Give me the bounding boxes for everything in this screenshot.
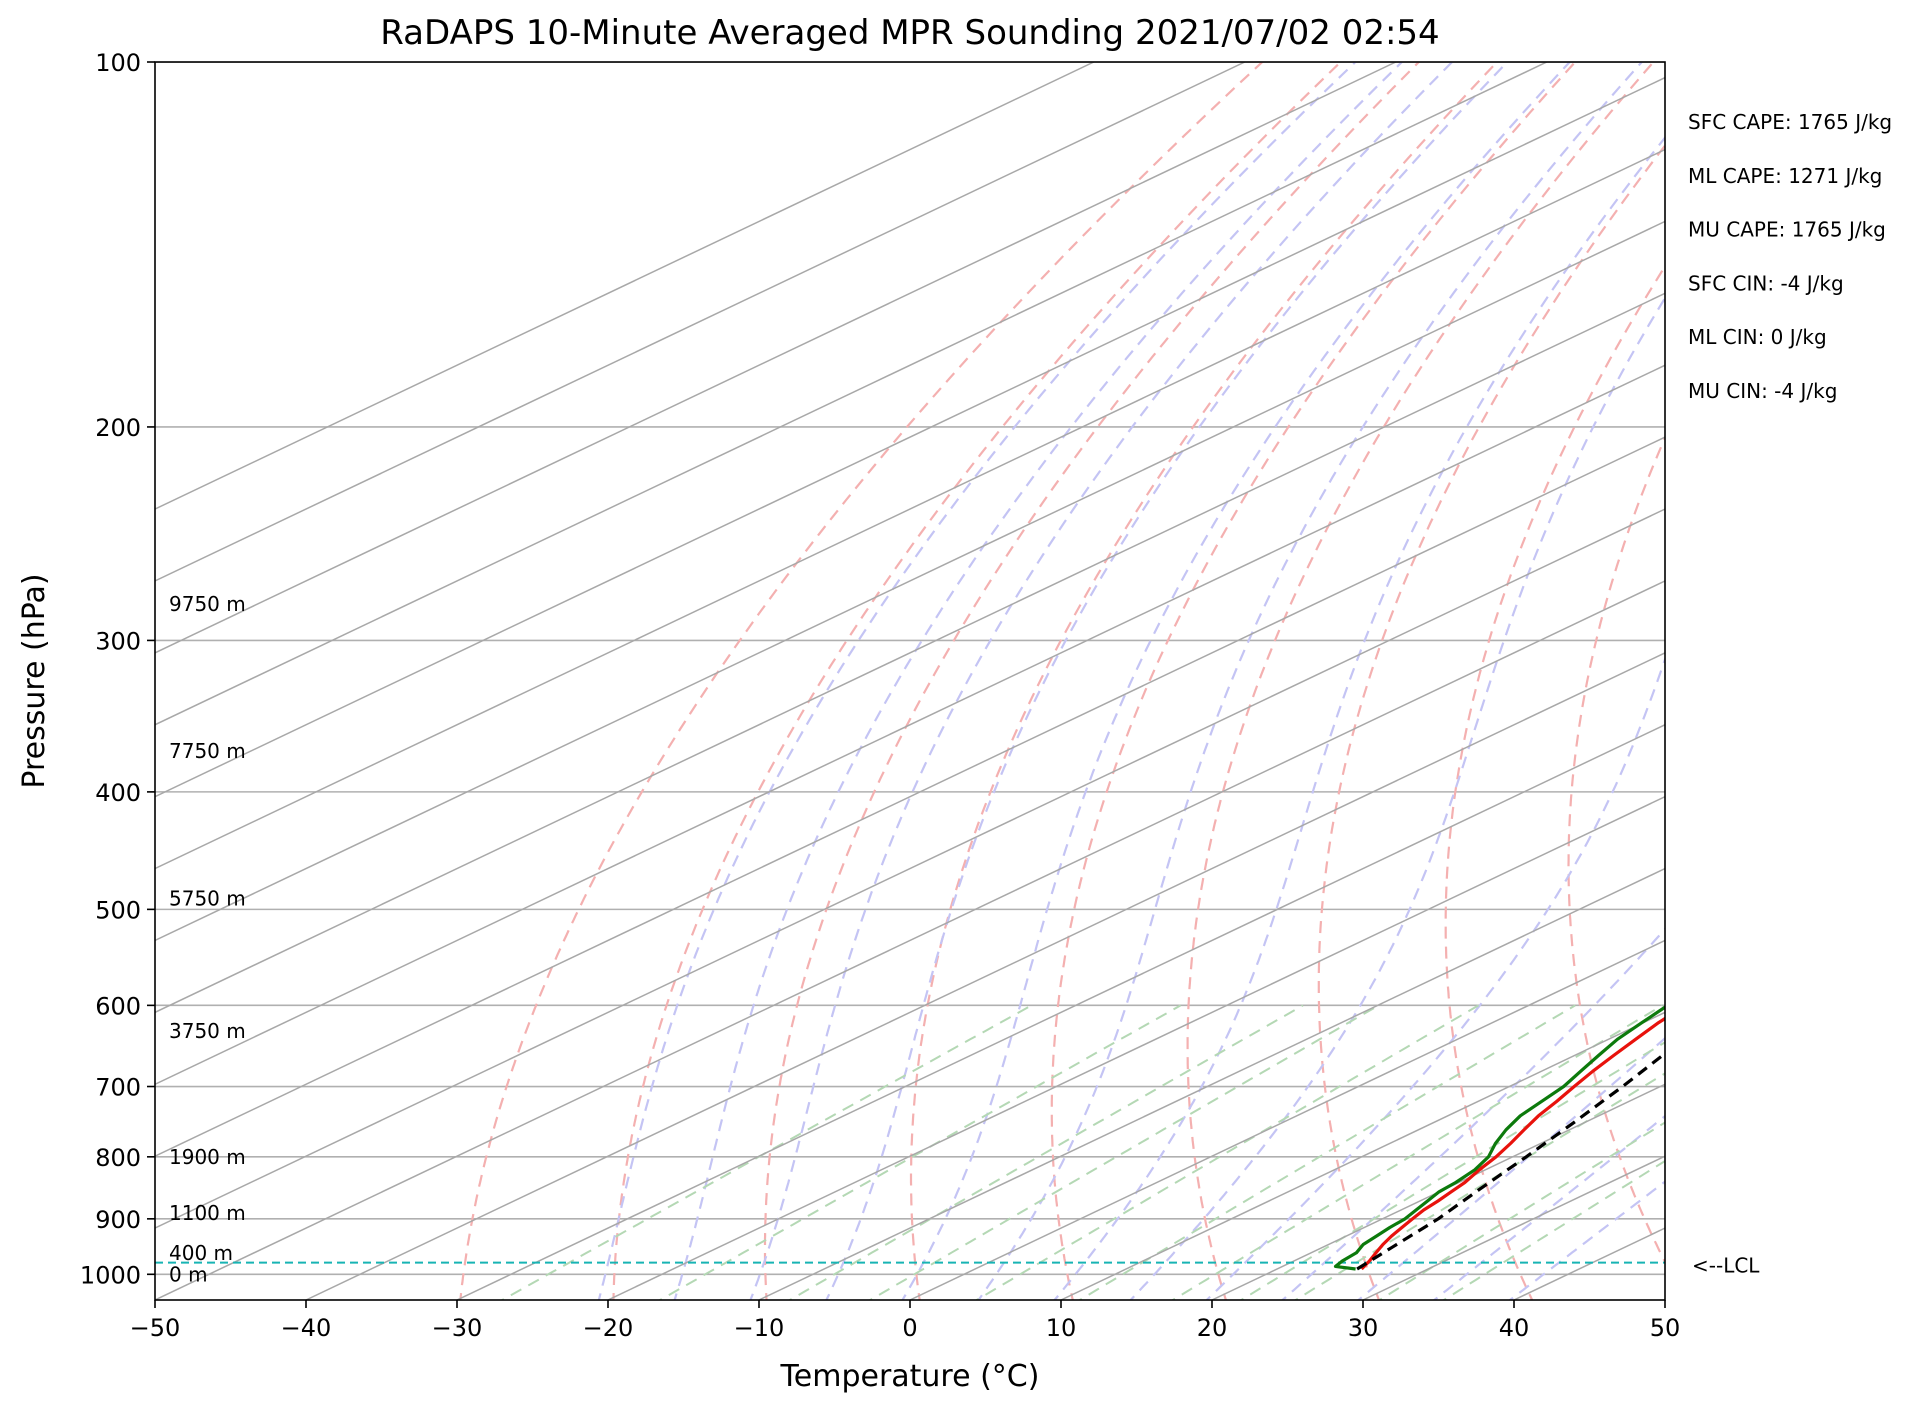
x-tick-label: 40 xyxy=(1499,1314,1530,1342)
mixing-ratio-line xyxy=(1170,1004,1663,1300)
moist-adiabat-line xyxy=(1508,1180,1665,1300)
height-label: 7750 m xyxy=(169,739,246,763)
dry-adiabat-line xyxy=(1444,264,1665,1300)
x-tick-label: −20 xyxy=(583,1314,634,1342)
x-tick-label: 50 xyxy=(1650,1314,1681,1342)
background-lines xyxy=(155,35,1925,1305)
chart-title: RaDAPS 10-Minute Averaged MPR Sounding 2… xyxy=(380,13,1439,53)
mixing-ratio-line xyxy=(1442,1159,1665,1300)
moist-adiabat-line xyxy=(673,62,1404,1300)
isotherm-line xyxy=(155,292,1665,1014)
moist-adiabat-line xyxy=(901,62,1572,1300)
isotherm-line xyxy=(155,62,1246,582)
lcl-label: <--LCL xyxy=(1692,1254,1760,1278)
x-tick-label: 10 xyxy=(1046,1314,1077,1342)
dry-adiabat-line xyxy=(1186,62,1655,1300)
stability-index: SFC CIN: -4 J/kg xyxy=(1688,271,1844,295)
y-tick-label: 1000 xyxy=(80,1261,141,1289)
stability-index: MU CAPE: 1765 J/kg xyxy=(1688,218,1886,242)
x-tick-label: 30 xyxy=(1348,1314,1379,1342)
stability-index: SFC CAPE: 1765 J/kg xyxy=(1688,110,1892,134)
axis-ticks: −50 −40 −30 −20 −10 0 10 20 30 40 50 1000 900 800 700 6… xyxy=(80,49,1680,1342)
x-tick-label: 0 xyxy=(902,1314,917,1342)
x-axis-label: Temperature (°C) xyxy=(780,1359,1040,1394)
isotherm-line xyxy=(155,148,1665,870)
isotherm-line xyxy=(758,867,1665,1300)
mixing-ratio-line xyxy=(974,1004,1480,1300)
height-label: 1100 m xyxy=(169,1201,246,1225)
moist-adiabat-line xyxy=(1205,656,1665,1300)
plot-frame xyxy=(154,61,1666,1301)
moist-adiabat-line xyxy=(1053,135,1665,1300)
isotherm-line xyxy=(155,62,1397,654)
isotherm-line xyxy=(1362,1155,1665,1300)
mixing-ratio-line xyxy=(868,1004,1380,1300)
isotherm-line xyxy=(607,795,1665,1300)
x-tick-label: 20 xyxy=(1197,1314,1228,1342)
dry-adiabat-line xyxy=(1915,35,1925,1305)
x-tick-label: −40 xyxy=(281,1314,332,1342)
mixing-ratio-line xyxy=(787,1004,1304,1300)
moist-adiabat-line xyxy=(977,62,1644,1300)
isotherm-line xyxy=(1211,1083,1665,1300)
dry-adiabat-line xyxy=(763,62,1421,1300)
isotherm-line xyxy=(1664,1299,1665,1300)
isotherm-line xyxy=(909,939,1665,1300)
isotherm-line xyxy=(305,652,1665,1300)
dewpoint-line xyxy=(1333,1005,1665,1271)
stability-index: ML CAPE: 1271 J/kg xyxy=(1688,164,1882,188)
x-tick-label: −30 xyxy=(432,1314,483,1342)
y-tick-label: 200 xyxy=(95,414,141,442)
moist-adiabat-line xyxy=(1129,295,1665,1300)
y-tick-label: 700 xyxy=(95,1074,141,1102)
x-tick-label: −50 xyxy=(130,1314,181,1342)
isotherm-line xyxy=(1513,1227,1665,1300)
isotherm-line xyxy=(155,436,1665,1158)
y-tick-label: 300 xyxy=(95,627,141,655)
dry-adiabat-line xyxy=(459,62,1264,1300)
dry-adiabat-line xyxy=(1567,435,1665,1265)
x-tick-label: −10 xyxy=(734,1314,785,1342)
dry-adiabat-line xyxy=(612,62,1343,1300)
isotherm-line xyxy=(155,62,1095,510)
dry-adiabat-line xyxy=(909,62,1499,1300)
y-tick-label: 800 xyxy=(95,1144,141,1172)
mixing-ratio-line xyxy=(500,1004,1032,1300)
parcel-line xyxy=(1356,1051,1665,1271)
height-label: 0 m xyxy=(169,1262,208,1286)
mixing-ratio-line xyxy=(1077,1004,1576,1300)
mixing-ratio-line xyxy=(1239,1041,1665,1300)
dry-adiabat-line xyxy=(1050,62,1577,1300)
y-tick-label: 100 xyxy=(95,49,141,77)
isotherm-line xyxy=(456,723,1665,1300)
height-label: 400 m xyxy=(169,1241,233,1265)
stability-index: ML CIN: 0 J/kg xyxy=(1688,325,1827,349)
isotherm-line xyxy=(155,508,1665,1229)
isotherm-line xyxy=(155,220,1665,942)
y-tick-label: 600 xyxy=(95,992,141,1020)
moist-adiabat-line xyxy=(597,62,1358,1300)
sounding-series xyxy=(155,1005,1665,1271)
stability-indices: SFC CAPE: 1765 J/kg ML CAPE: 1271 J/kg MU … xyxy=(1688,110,1892,403)
isotherm-line xyxy=(1060,1011,1665,1300)
y-tick-label: 500 xyxy=(95,896,141,924)
isotherm-line xyxy=(155,62,1548,726)
y-axis-label: Pressure (hPa) xyxy=(17,573,52,788)
isotherm-line xyxy=(155,580,1665,1300)
mixing-ratio-line xyxy=(658,1004,1182,1300)
height-label: 9750 m xyxy=(169,592,246,616)
height-label: 5750 m xyxy=(169,887,246,911)
y-tick-label: 900 xyxy=(95,1206,141,1234)
height-label: 3750 m xyxy=(169,1019,246,1043)
isotherm-line xyxy=(155,364,1665,1086)
mixing-ratio-line xyxy=(1377,1121,1665,1300)
isotherm-line xyxy=(155,76,1665,798)
height-label: 1900 m xyxy=(169,1145,246,1169)
y-tick-label: 400 xyxy=(95,779,141,807)
temperature-line xyxy=(1360,1016,1665,1271)
stability-index: MU CIN: -4 J/kg xyxy=(1688,379,1837,403)
